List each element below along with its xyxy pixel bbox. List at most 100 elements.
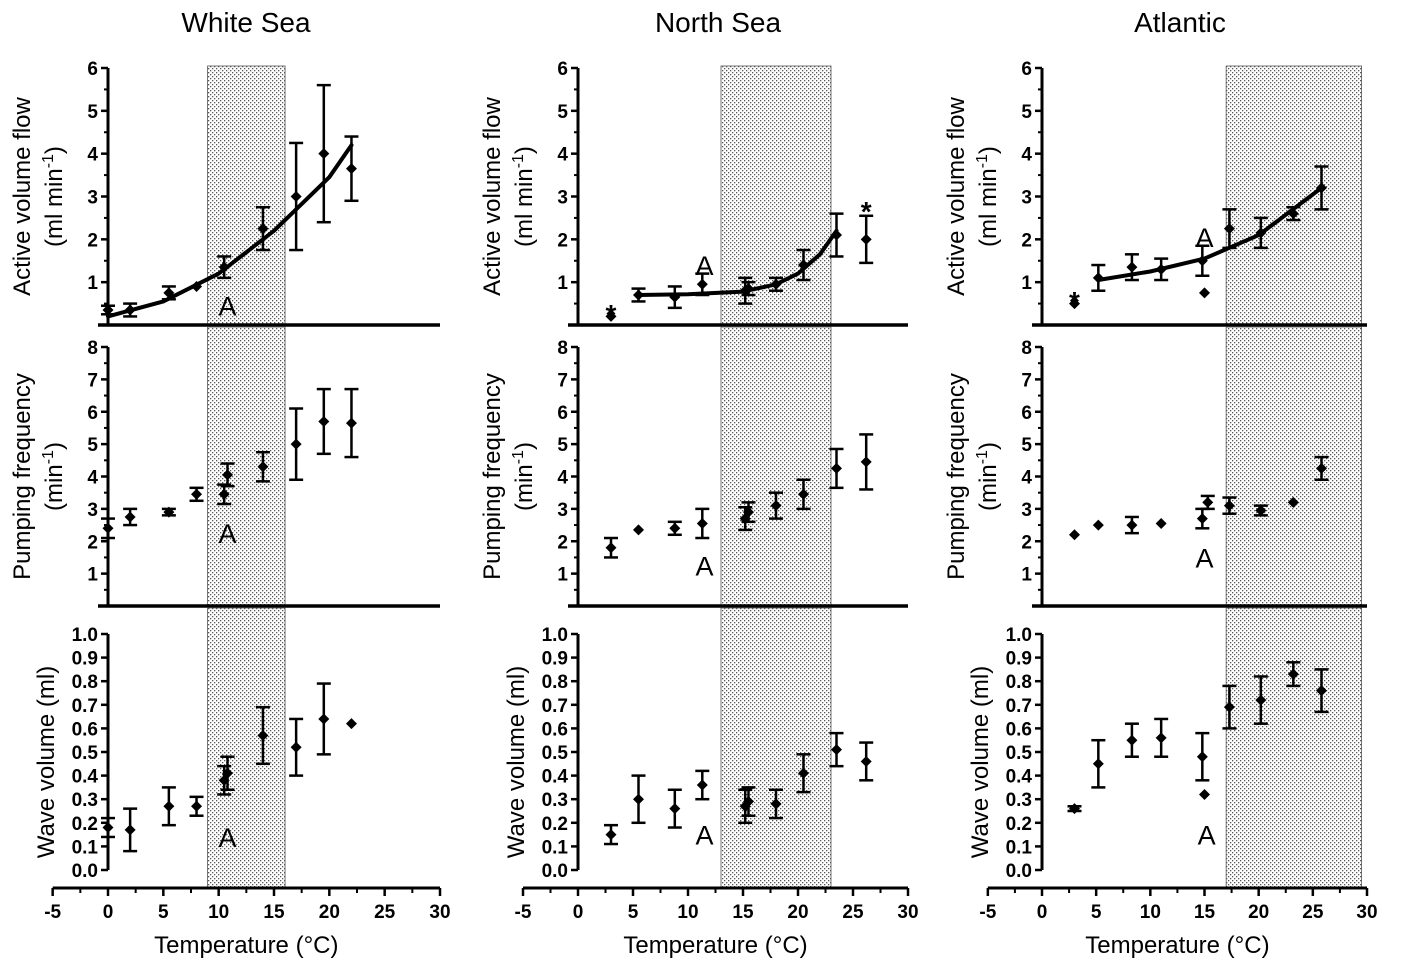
data-point [318, 148, 330, 160]
y-tick-label: 0.4 [1006, 767, 1033, 788]
y-axis-unit-exponent: -1 [510, 450, 527, 464]
y-tick-label: 4 [1021, 145, 1032, 166]
y-tick-label: 2 [557, 230, 568, 251]
y-tick-label: 0.0 [1006, 861, 1032, 882]
y-tick-label: 0.8 [542, 672, 568, 693]
x-tick-label: 25 [1302, 902, 1324, 923]
shaded-range [207, 326, 286, 607]
shaded-range [720, 326, 832, 607]
y-tick-label: 0.4 [542, 767, 569, 788]
y-tick-label: 1.0 [1006, 625, 1032, 646]
annotation-label: A [1195, 543, 1213, 573]
y-axis-unit: (ml min-1) [510, 146, 538, 247]
shaded-range [207, 65, 286, 326]
y-tick-label: 0.9 [542, 649, 568, 670]
y-tick-label: 2 [1021, 532, 1032, 553]
panel-9: 0.0 0.10.2 0.30.4 0.5 0.60.7 0.80.9 1.0 -5 0 5 10 1… [967, 607, 1378, 959]
x-tick-label: 30 [1356, 902, 1377, 923]
data-point [1255, 227, 1267, 239]
x-tick-label: 5 [1091, 902, 1102, 923]
y-axis-unit-close: ) [975, 146, 1002, 154]
y-tick-label: 3 [1021, 500, 1032, 521]
data-point [124, 304, 136, 316]
y-tick-label: 6 [557, 59, 568, 80]
data-point [831, 462, 842, 474]
x-tick-label: 25 [374, 902, 396, 923]
shaded-range [1225, 326, 1362, 607]
y-tick-label: 6 [87, 403, 98, 424]
y-tick-label: 4 [557, 468, 568, 489]
data-point [1126, 261, 1138, 273]
y-axis-unit-base: (ml min [975, 168, 1002, 247]
y-tick-label: 0.9 [1006, 649, 1032, 670]
y-tick-label: 2 [87, 230, 98, 251]
data-point [1092, 272, 1104, 284]
y-axis-title: Active volume flow [943, 96, 970, 295]
y-tick-label: 4 [557, 145, 568, 166]
y-tick-label: 6 [1021, 403, 1032, 424]
panel-6: 0.0 0.10.2 0.30.4 0.5 0.60.7 0.80.9 1.0 -5 0 5 10 1… [503, 607, 919, 959]
x-tick-label: 25 [842, 902, 864, 923]
panel-3: 0.0 0.10.2 0.30.4 0.5 0.60.7 0.80.9 1.0 -5 0 5 10 1… [33, 607, 451, 959]
data-point [102, 822, 114, 834]
y-axis-unit-base: (min [975, 464, 1002, 511]
data-point [124, 824, 136, 836]
y-tick-label: 1 [1021, 565, 1032, 586]
annotation-label: A [695, 552, 713, 582]
y-tick-label: 1 [87, 273, 98, 294]
data-point [222, 767, 234, 779]
data-point [669, 522, 681, 534]
annotation-label: A [695, 251, 713, 281]
annotation-label: A [219, 292, 237, 322]
x-tick-label: 0 [573, 902, 584, 923]
data-point [743, 283, 754, 295]
data-point [696, 779, 708, 791]
shaded-range [720, 607, 832, 889]
data-point [1223, 500, 1235, 512]
y-tick-label: 5 [1021, 435, 1032, 456]
data-point [1223, 701, 1235, 713]
y-tick-label: 4 [87, 468, 98, 489]
data-point [1126, 734, 1138, 746]
annotation-label: A [219, 519, 237, 549]
y-tick-label: 1 [87, 565, 98, 586]
y-axis-unit: (ml min-1) [974, 146, 1002, 247]
data-point [1287, 668, 1299, 680]
y-axis-unit-base: (min [41, 464, 68, 511]
y-axis-unit-close: ) [511, 146, 538, 154]
x-tick-label: 30 [897, 902, 918, 923]
data-point [257, 729, 269, 741]
y-tick-label: 0.5 [1006, 743, 1033, 764]
y-tick-label: 0.0 [72, 861, 98, 882]
y-axis-unit-base: (ml min [511, 168, 538, 247]
significance-mark: * [861, 196, 872, 227]
annotation-label: A [1198, 821, 1216, 851]
data-point [1287, 496, 1299, 508]
x-tick-label: 10 [1140, 902, 1161, 923]
y-tick-label: 0.5 [72, 743, 99, 764]
column-title: Atlantic [1134, 7, 1226, 38]
data-point [1196, 751, 1208, 763]
y-axis-unit-exponent: -1 [40, 450, 57, 464]
x-tick-label: 20 [787, 902, 808, 923]
y-axis-unit-exponent: -1 [510, 154, 527, 168]
y-tick-label: 0.6 [542, 719, 568, 740]
panel-2: 1 2 3 4 5 6 7 8 A Pumping frequency (min-1) [9, 326, 440, 608]
y-tick-label: 0.8 [1006, 672, 1032, 693]
y-axis-title: Pumping frequency [9, 373, 36, 580]
annotation-label: A [695, 821, 713, 851]
y-tick-label: 7 [1021, 370, 1032, 391]
data-point [605, 542, 617, 554]
y-tick-label: 3 [1021, 188, 1032, 209]
y-tick-label: 0.3 [1006, 790, 1032, 811]
fit-curve [106, 143, 354, 319]
data-point [1196, 255, 1208, 267]
data-point [860, 755, 872, 767]
data-point [191, 488, 203, 500]
y-tick-label: 0.7 [1006, 696, 1032, 717]
data-point [633, 793, 644, 805]
data-point [218, 261, 230, 273]
data-point [1196, 513, 1208, 525]
y-axis-unit-exponent: -1 [974, 154, 991, 168]
data-point [1155, 263, 1167, 275]
